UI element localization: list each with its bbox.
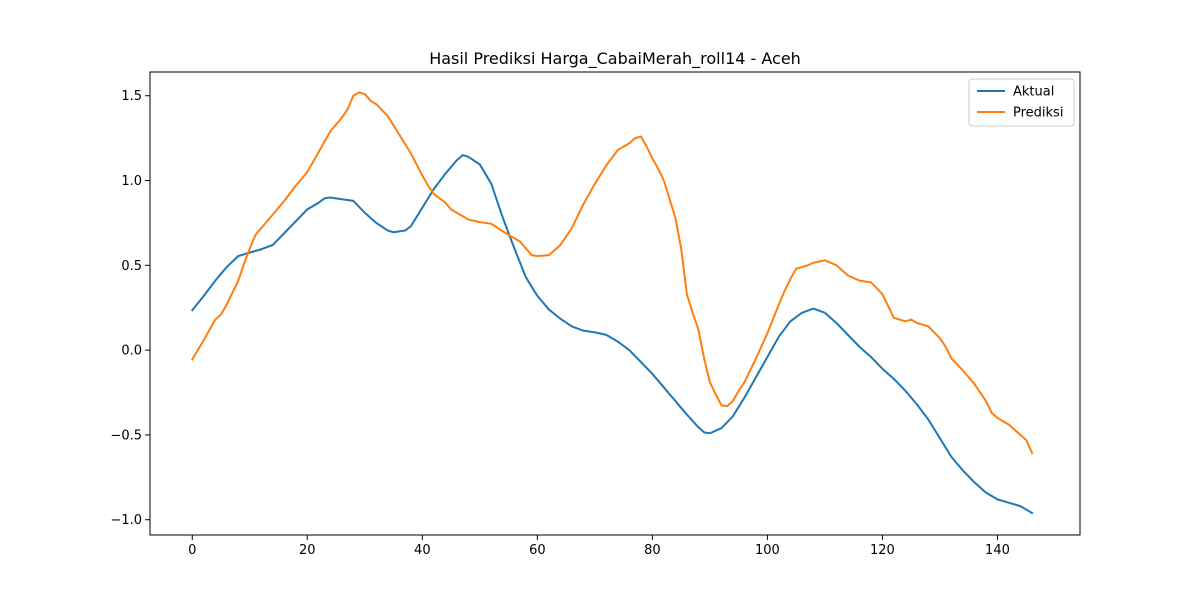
y-tick-label: 0.0	[121, 344, 142, 359]
x-tick-label: 80	[644, 543, 661, 558]
series-line-aktual	[190, 154, 1034, 515]
x-axis: 0 20 40 60 80 100 120 140	[188, 535, 1010, 558]
legend: Aktual Prediksi	[968, 78, 1075, 127]
x-tick-label: 60	[529, 543, 546, 558]
y-tick-label: −1.0	[110, 513, 142, 528]
y-tick-label: 1.5	[121, 89, 142, 104]
y-axis: −1.0 −0.5 0.0 0.5 1.0 1.5	[110, 89, 150, 528]
x-tick-label: 20	[299, 543, 316, 558]
chart-title: Hasil Prediksi Harga_CabaiMerah_roll14 -…	[429, 49, 801, 69]
y-tick-label: 0.5	[121, 259, 142, 274]
y-tick-label: 1.0	[121, 174, 142, 189]
x-tick-label: 0	[188, 543, 196, 558]
x-tick-label: 40	[414, 543, 431, 558]
x-tick-label: 100	[755, 543, 780, 558]
legend-label-aktual: Aktual	[1013, 85, 1054, 100]
series-layer	[190, 91, 1034, 515]
x-tick-label: 120	[870, 543, 895, 558]
x-tick-label: 140	[985, 543, 1010, 558]
series-line-prediksi	[190, 91, 1034, 455]
plot-area-frame	[149, 71, 1081, 536]
y-tick-label: −0.5	[110, 428, 142, 443]
legend-label-prediksi: Prediksi	[1013, 106, 1063, 121]
